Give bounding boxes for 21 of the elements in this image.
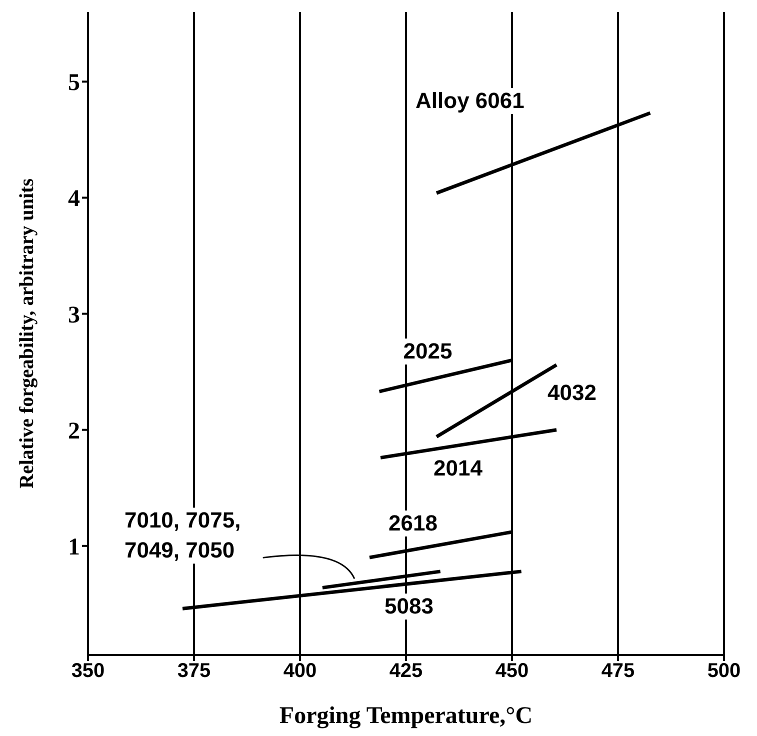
x-tick-label: 500 — [707, 660, 741, 682]
y-tick-label: 5 — [68, 70, 80, 96]
x-tick-label: 450 — [495, 660, 529, 682]
y-tick-label: 1 — [68, 534, 80, 560]
series-label: 2025 — [403, 338, 452, 364]
y-axis-title: Relative forgeability, arbitrary units — [16, 178, 38, 488]
text: Alloy 6061 — [416, 88, 524, 114]
y-tick-label: 3 — [68, 302, 80, 328]
x-tick-label: 350 — [71, 660, 105, 682]
series-label: 4032 — [548, 380, 596, 405]
x-tick-label: 425 — [389, 660, 423, 682]
x-tick-label: 400 — [283, 660, 317, 682]
series-label: 5083 — [384, 594, 434, 619]
text: 7010, 7075, 7049, 7050 — [124, 508, 241, 563]
series-label: 2618 — [388, 510, 438, 536]
y-tick-label: 4 — [68, 186, 80, 212]
x-tick-label: 475 — [601, 660, 635, 682]
y-tick-label: 2 — [68, 418, 80, 444]
x-tick-label: 375 — [177, 660, 211, 682]
x-axis-title: Forging Temperature,°C — [279, 703, 533, 729]
series-label: 2014 — [434, 456, 484, 481]
